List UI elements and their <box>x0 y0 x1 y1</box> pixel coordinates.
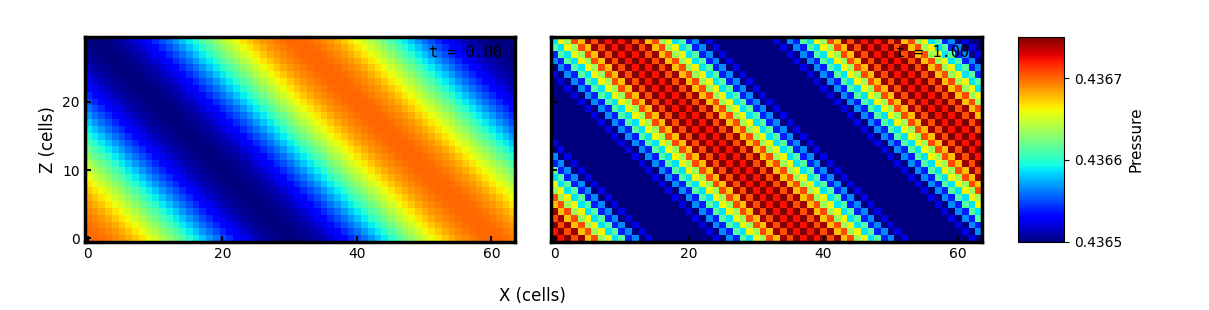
Text: X (cells): X (cells) <box>498 287 566 305</box>
Text: t = 0.00: t = 0.00 <box>429 45 502 60</box>
Text: t = 1.00: t = 1.00 <box>896 45 968 60</box>
Y-axis label: Z (cells): Z (cells) <box>39 106 57 173</box>
Y-axis label: Pressure: Pressure <box>1129 107 1144 172</box>
